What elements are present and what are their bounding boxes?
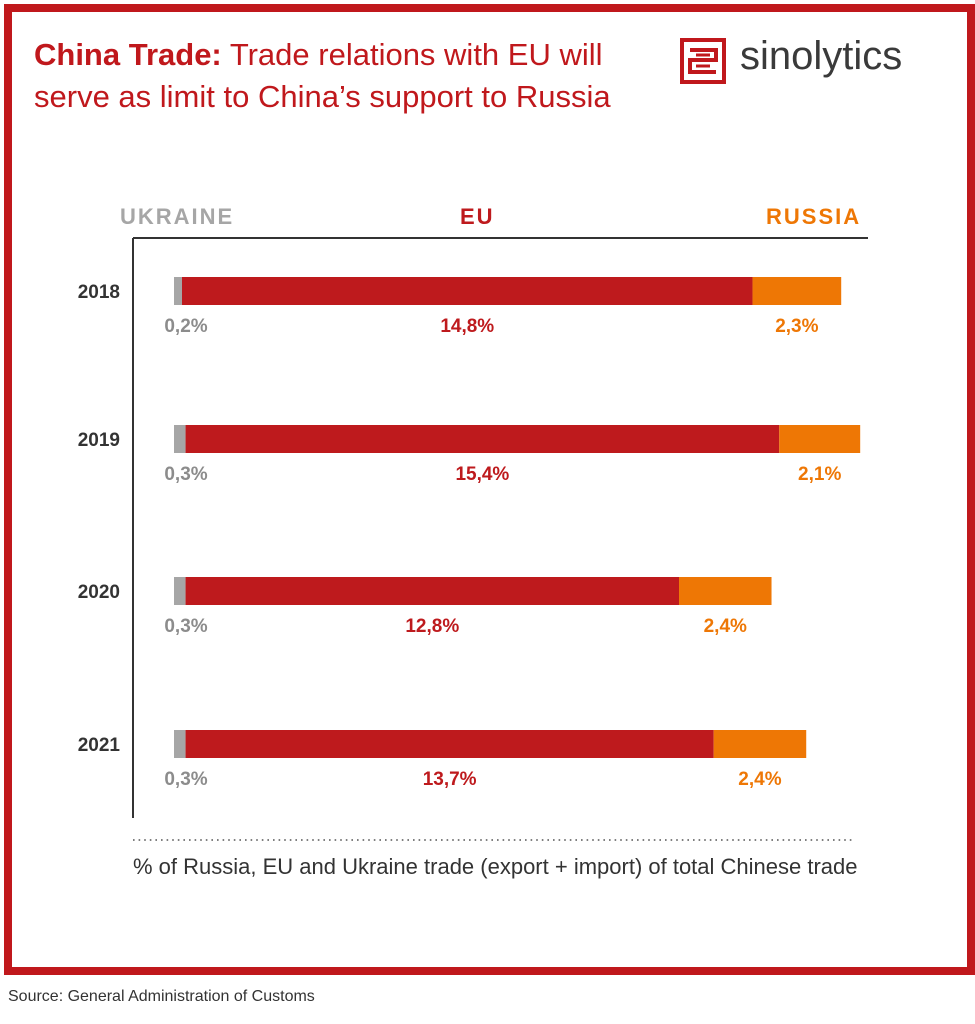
year-label-2020: 2020 xyxy=(78,582,120,603)
bar-eu-2020 xyxy=(185,577,680,605)
legend-eu: EU xyxy=(460,204,495,229)
bar-ukraine-2018 xyxy=(174,277,182,305)
bar-eu-2018 xyxy=(182,277,753,305)
title-rest: Trade relations with EU will serve as li… xyxy=(34,37,611,114)
bar-eu-2019 xyxy=(185,425,780,453)
bar-russia-2018 xyxy=(752,277,842,305)
value-label-eu-2019: 15,4% xyxy=(455,464,509,485)
sinolytics-logo-icon xyxy=(680,38,726,84)
value-label-eu-2020: 12,8% xyxy=(405,616,459,637)
chart-frame xyxy=(4,4,975,975)
value-label-russia-2018: 2,3% xyxy=(775,316,818,337)
value-label-ukraine-2021: 0,3% xyxy=(164,769,207,790)
bar-ukraine-2020 xyxy=(174,577,186,605)
legend-ukraine: UKRAINE xyxy=(120,204,235,229)
value-label-eu-2018: 14,8% xyxy=(440,316,494,337)
bar-russia-2019 xyxy=(779,425,861,453)
year-label-2019: 2019 xyxy=(78,430,120,451)
source-note: Source: General Administration of Custom… xyxy=(8,988,315,1005)
bar-ukraine-2019 xyxy=(174,425,186,453)
logo-text: sinolytics xyxy=(740,34,903,78)
value-label-eu-2021: 13,7% xyxy=(423,769,477,790)
legend-russia: RUSSIA xyxy=(766,204,862,229)
bar-ukraine-2021 xyxy=(174,730,186,758)
title-bold: China Trade: xyxy=(34,37,222,72)
value-label-russia-2021: 2,4% xyxy=(738,769,781,790)
page-title: China Trade: Trade relations with EU wil… xyxy=(34,34,634,118)
chart-footnote: % of Russia, EU and Ukraine trade (expor… xyxy=(133,854,858,879)
year-label-2018: 2018 xyxy=(78,282,120,303)
value-label-ukraine-2020: 0,3% xyxy=(164,616,207,637)
bar-eu-2021 xyxy=(185,730,714,758)
value-label-ukraine-2018: 0,2% xyxy=(164,316,207,337)
bar-russia-2020 xyxy=(679,577,772,605)
value-label-ukraine-2019: 0,3% xyxy=(164,464,207,485)
value-label-russia-2020: 2,4% xyxy=(704,616,747,637)
value-label-russia-2019: 2,1% xyxy=(798,464,841,485)
bar-russia-2021 xyxy=(713,730,807,758)
year-label-2021: 2021 xyxy=(78,735,121,756)
